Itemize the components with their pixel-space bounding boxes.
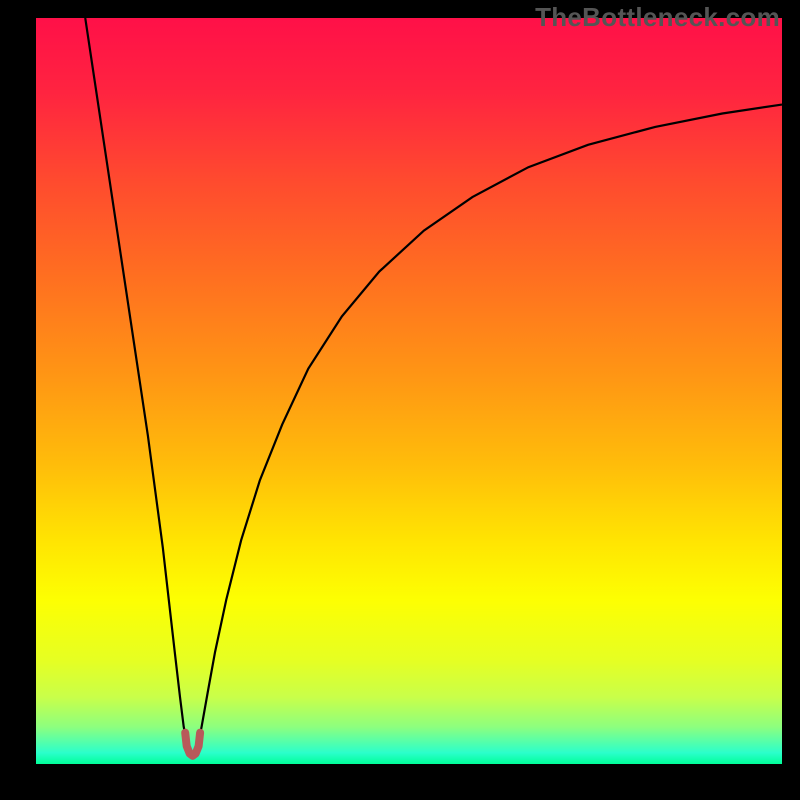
chart-root: TheBottleneck.com — [0, 0, 800, 800]
watermark-text: TheBottleneck.com — [535, 2, 780, 33]
bottleneck-chart — [36, 18, 782, 764]
gradient-background — [36, 18, 782, 764]
